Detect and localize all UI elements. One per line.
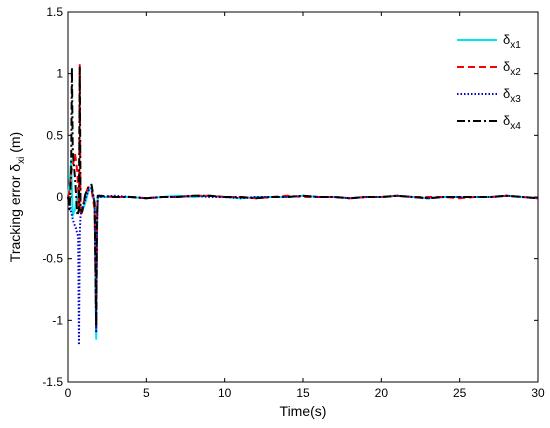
- legend-label-x1: δx1: [503, 32, 521, 51]
- legend-label-x3: δx3: [503, 86, 521, 105]
- series-line-x4: [67, 66, 539, 328]
- y-axis-label: Tracking error δxi (m): [7, 132, 27, 262]
- legend-label-subscript: x4: [510, 121, 521, 132]
- series-line-x3: [67, 187, 539, 346]
- x-tick-label: 25: [453, 386, 467, 400]
- x-tick-label: 30: [531, 386, 545, 400]
- legend-label-subscript: x1: [510, 40, 521, 51]
- y-axis-ticks: -1.5 -1 -0.5 0 0.5 1 1.5: [42, 5, 538, 389]
- legend-label-main: δ: [503, 32, 510, 47]
- legend-label-main: δ: [503, 86, 510, 101]
- legend-label-main: δ: [503, 113, 510, 128]
- y-tick-label: -1.5: [42, 375, 63, 389]
- y-axis-label-unit-text: (m): [7, 132, 23, 153]
- x-axis-label: Time(s): [280, 403, 327, 419]
- x-tick-label: 5: [143, 386, 150, 400]
- x-tick-label: 10: [218, 386, 232, 400]
- legend-label-main: δ: [503, 59, 510, 74]
- y-tick-label: 0: [56, 190, 63, 204]
- plot-area: 0 5 10 15 20 25 30 -1.5 -1 -0.5 0 0.5 1 1.5: [42, 5, 545, 400]
- x-tick-label: 0: [65, 386, 72, 400]
- y-axis-label-main: Tracking error δ: [7, 164, 23, 263]
- y-tick-label: 1: [56, 67, 63, 81]
- y-tick-label: -1: [52, 313, 63, 327]
- legend-label-x4: δx4: [503, 113, 521, 132]
- y-tick-label: 0.5: [46, 128, 63, 142]
- series-layer: [67, 64, 539, 346]
- legend-label-subscript: x2: [510, 67, 521, 78]
- x-axis-ticks: 0 5 10 15 20 25 30: [65, 12, 545, 400]
- x-tick-label: 20: [375, 386, 389, 400]
- y-tick-label: -0.5: [42, 252, 63, 266]
- y-tick-label: 1.5: [46, 5, 63, 19]
- y-axis-label-subscript: xi: [16, 157, 27, 164]
- x-tick-label: 15: [296, 386, 310, 400]
- legend-label-subscript: x3: [510, 94, 521, 105]
- legend-label-x2: δx2: [503, 59, 521, 78]
